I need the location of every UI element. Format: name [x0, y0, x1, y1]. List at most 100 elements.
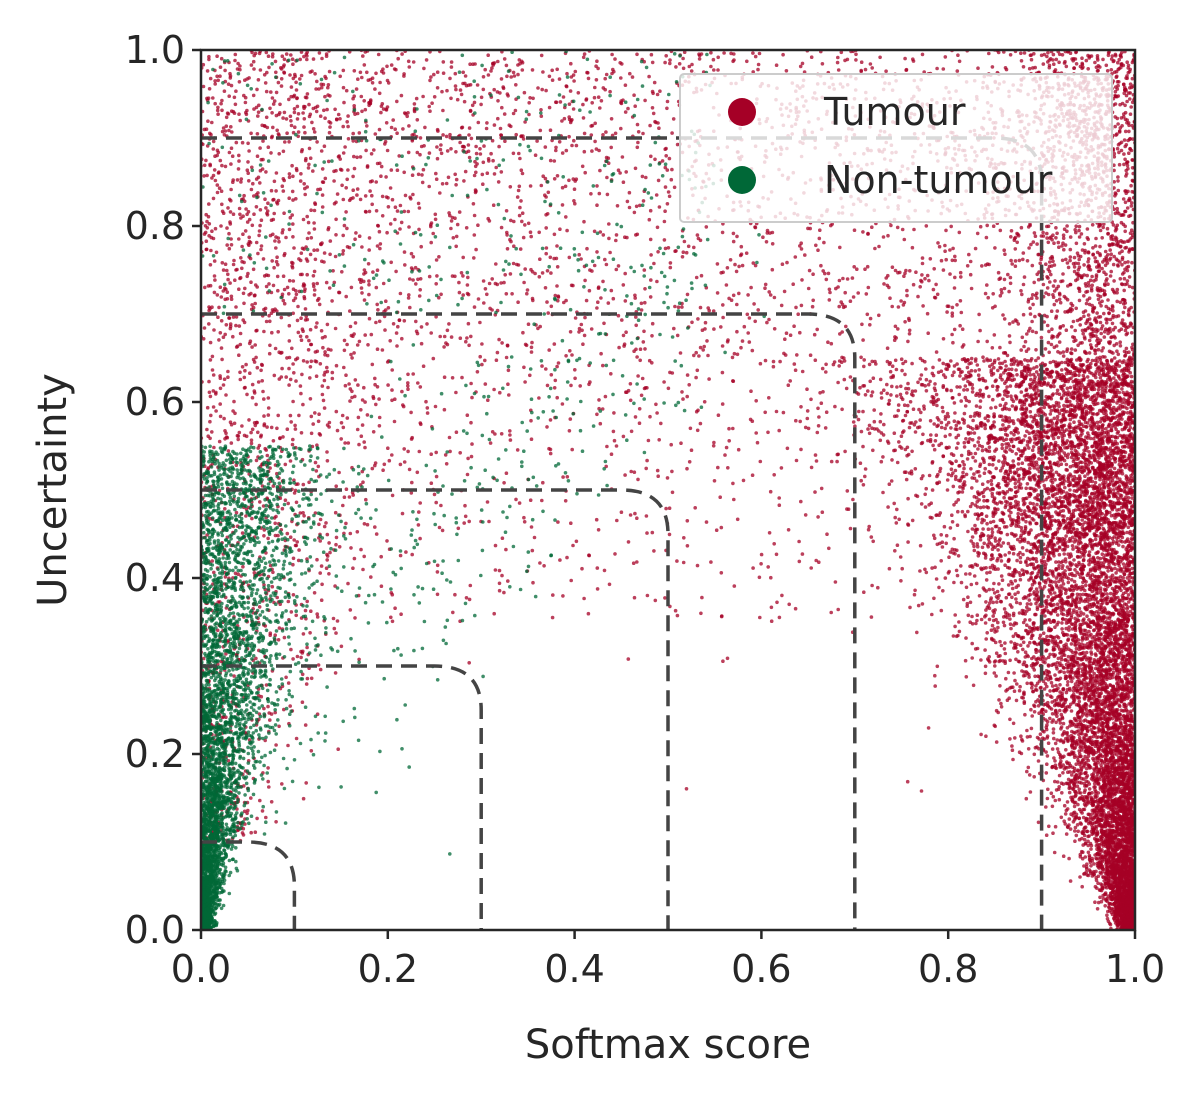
tumour-point: [1025, 549, 1029, 553]
tumour-point: [949, 526, 953, 530]
tumour-point: [1065, 691, 1069, 695]
tumour-point: [1068, 561, 1072, 565]
tumour-point: [899, 555, 903, 559]
tumour-point: [935, 577, 939, 581]
tumour-point: [1112, 540, 1116, 544]
tumour-point: [1092, 696, 1096, 700]
tumour-point: [885, 392, 889, 396]
tumour-point: [993, 671, 997, 675]
tumour-point: [1012, 362, 1016, 366]
tumour-point: [1000, 574, 1004, 578]
tumour-point: [1094, 876, 1098, 880]
tumour-point: [999, 600, 1003, 604]
tumour-point: [1027, 747, 1031, 751]
tumour-point: [1007, 542, 1011, 546]
tumour-point: [1066, 456, 1070, 460]
tumour-point: [1014, 368, 1018, 372]
tumour-point: [961, 471, 965, 475]
tumour-point: [929, 438, 933, 442]
tumour-point: [1094, 538, 1098, 542]
tumour-point: [980, 512, 984, 516]
tumour-point: [1061, 771, 1065, 775]
tumour-point: [1024, 520, 1028, 524]
tumour-point: [1024, 487, 1028, 491]
tumour-point: [1063, 804, 1067, 808]
tumour-point: [929, 419, 933, 423]
tumour-point: [903, 403, 907, 407]
tumour-point: [1031, 448, 1035, 452]
tumour-point: [963, 513, 967, 517]
tumour-point: [1098, 692, 1102, 696]
tumour-point: [1079, 460, 1083, 464]
tumour-point: [1030, 630, 1034, 634]
tumour-point: [974, 459, 978, 463]
tumour-point: [1007, 671, 1011, 675]
tumour-point: [957, 554, 961, 558]
tumour-point: [984, 637, 988, 641]
tumour-point: [1011, 404, 1015, 408]
tumour-point: [1010, 744, 1014, 748]
tumour-point: [971, 387, 975, 391]
tumour-point: [906, 404, 910, 408]
tumour-point: [1060, 368, 1064, 372]
tumour-point: [1052, 737, 1056, 741]
tumour-point: [994, 525, 998, 529]
tumour-point: [1053, 699, 1057, 703]
tumour-point: [1066, 683, 1070, 687]
tumour-point: [997, 660, 1001, 664]
tumour-point: [958, 630, 962, 634]
tumour-point: [1018, 685, 1022, 689]
tumour-point: [1074, 762, 1078, 766]
tumour-point: [1020, 441, 1024, 445]
tumour-point: [937, 586, 941, 590]
tumour-point: [872, 376, 876, 380]
tumour-point: [1028, 773, 1032, 777]
tumour-point: [1026, 506, 1030, 510]
tumour-point: [888, 399, 892, 403]
tumour-point: [1088, 554, 1092, 558]
tumour-point: [1112, 722, 1116, 726]
tumour-point: [1046, 788, 1050, 792]
tumour-point: [1066, 680, 1070, 684]
tumour-point: [1120, 494, 1124, 498]
tumour-point: [916, 495, 920, 499]
tumour-point: [1020, 752, 1024, 756]
tumour-point: [950, 452, 954, 456]
tumour-point: [965, 675, 969, 679]
tumour-point: [1009, 603, 1013, 607]
tumour-point: [1115, 540, 1119, 544]
tumour-point: [917, 604, 921, 608]
tumour-point: [1049, 361, 1053, 365]
tumour-point: [1021, 477, 1025, 481]
tumour-point: [908, 606, 912, 610]
tumour-point: [969, 415, 973, 419]
tumour-point: [1014, 452, 1018, 456]
tumour-point: [894, 359, 898, 363]
tumour-point: [996, 626, 1000, 630]
tumour-point: [1023, 434, 1027, 438]
tumour-point: [1008, 718, 1012, 722]
tumour-point: [1021, 553, 1025, 557]
tumour-point: [1115, 508, 1119, 512]
tumour-point: [1002, 454, 1006, 458]
tumour-point: [1040, 458, 1044, 462]
tumour-point: [983, 648, 987, 652]
tumour-point: [979, 399, 983, 403]
tumour-point: [976, 647, 980, 651]
tumour-point: [1027, 578, 1031, 582]
tumour-point: [905, 391, 909, 395]
tumour-point: [801, 370, 805, 374]
tumour-point: [990, 527, 994, 531]
tumour-point: [1068, 573, 1072, 577]
tumour-point: [1104, 566, 1108, 570]
tumour-point: [1111, 574, 1115, 578]
tumour-point: [1042, 631, 1046, 635]
tumour-point: [1058, 765, 1062, 769]
tumour-point: [974, 359, 978, 363]
tumour-point: [1028, 618, 1032, 622]
tumour-point: [1062, 671, 1066, 675]
tumour-point: [946, 478, 950, 482]
tumour-point: [990, 479, 994, 483]
tumour-point: [987, 527, 991, 531]
tumour-point: [1075, 647, 1079, 651]
